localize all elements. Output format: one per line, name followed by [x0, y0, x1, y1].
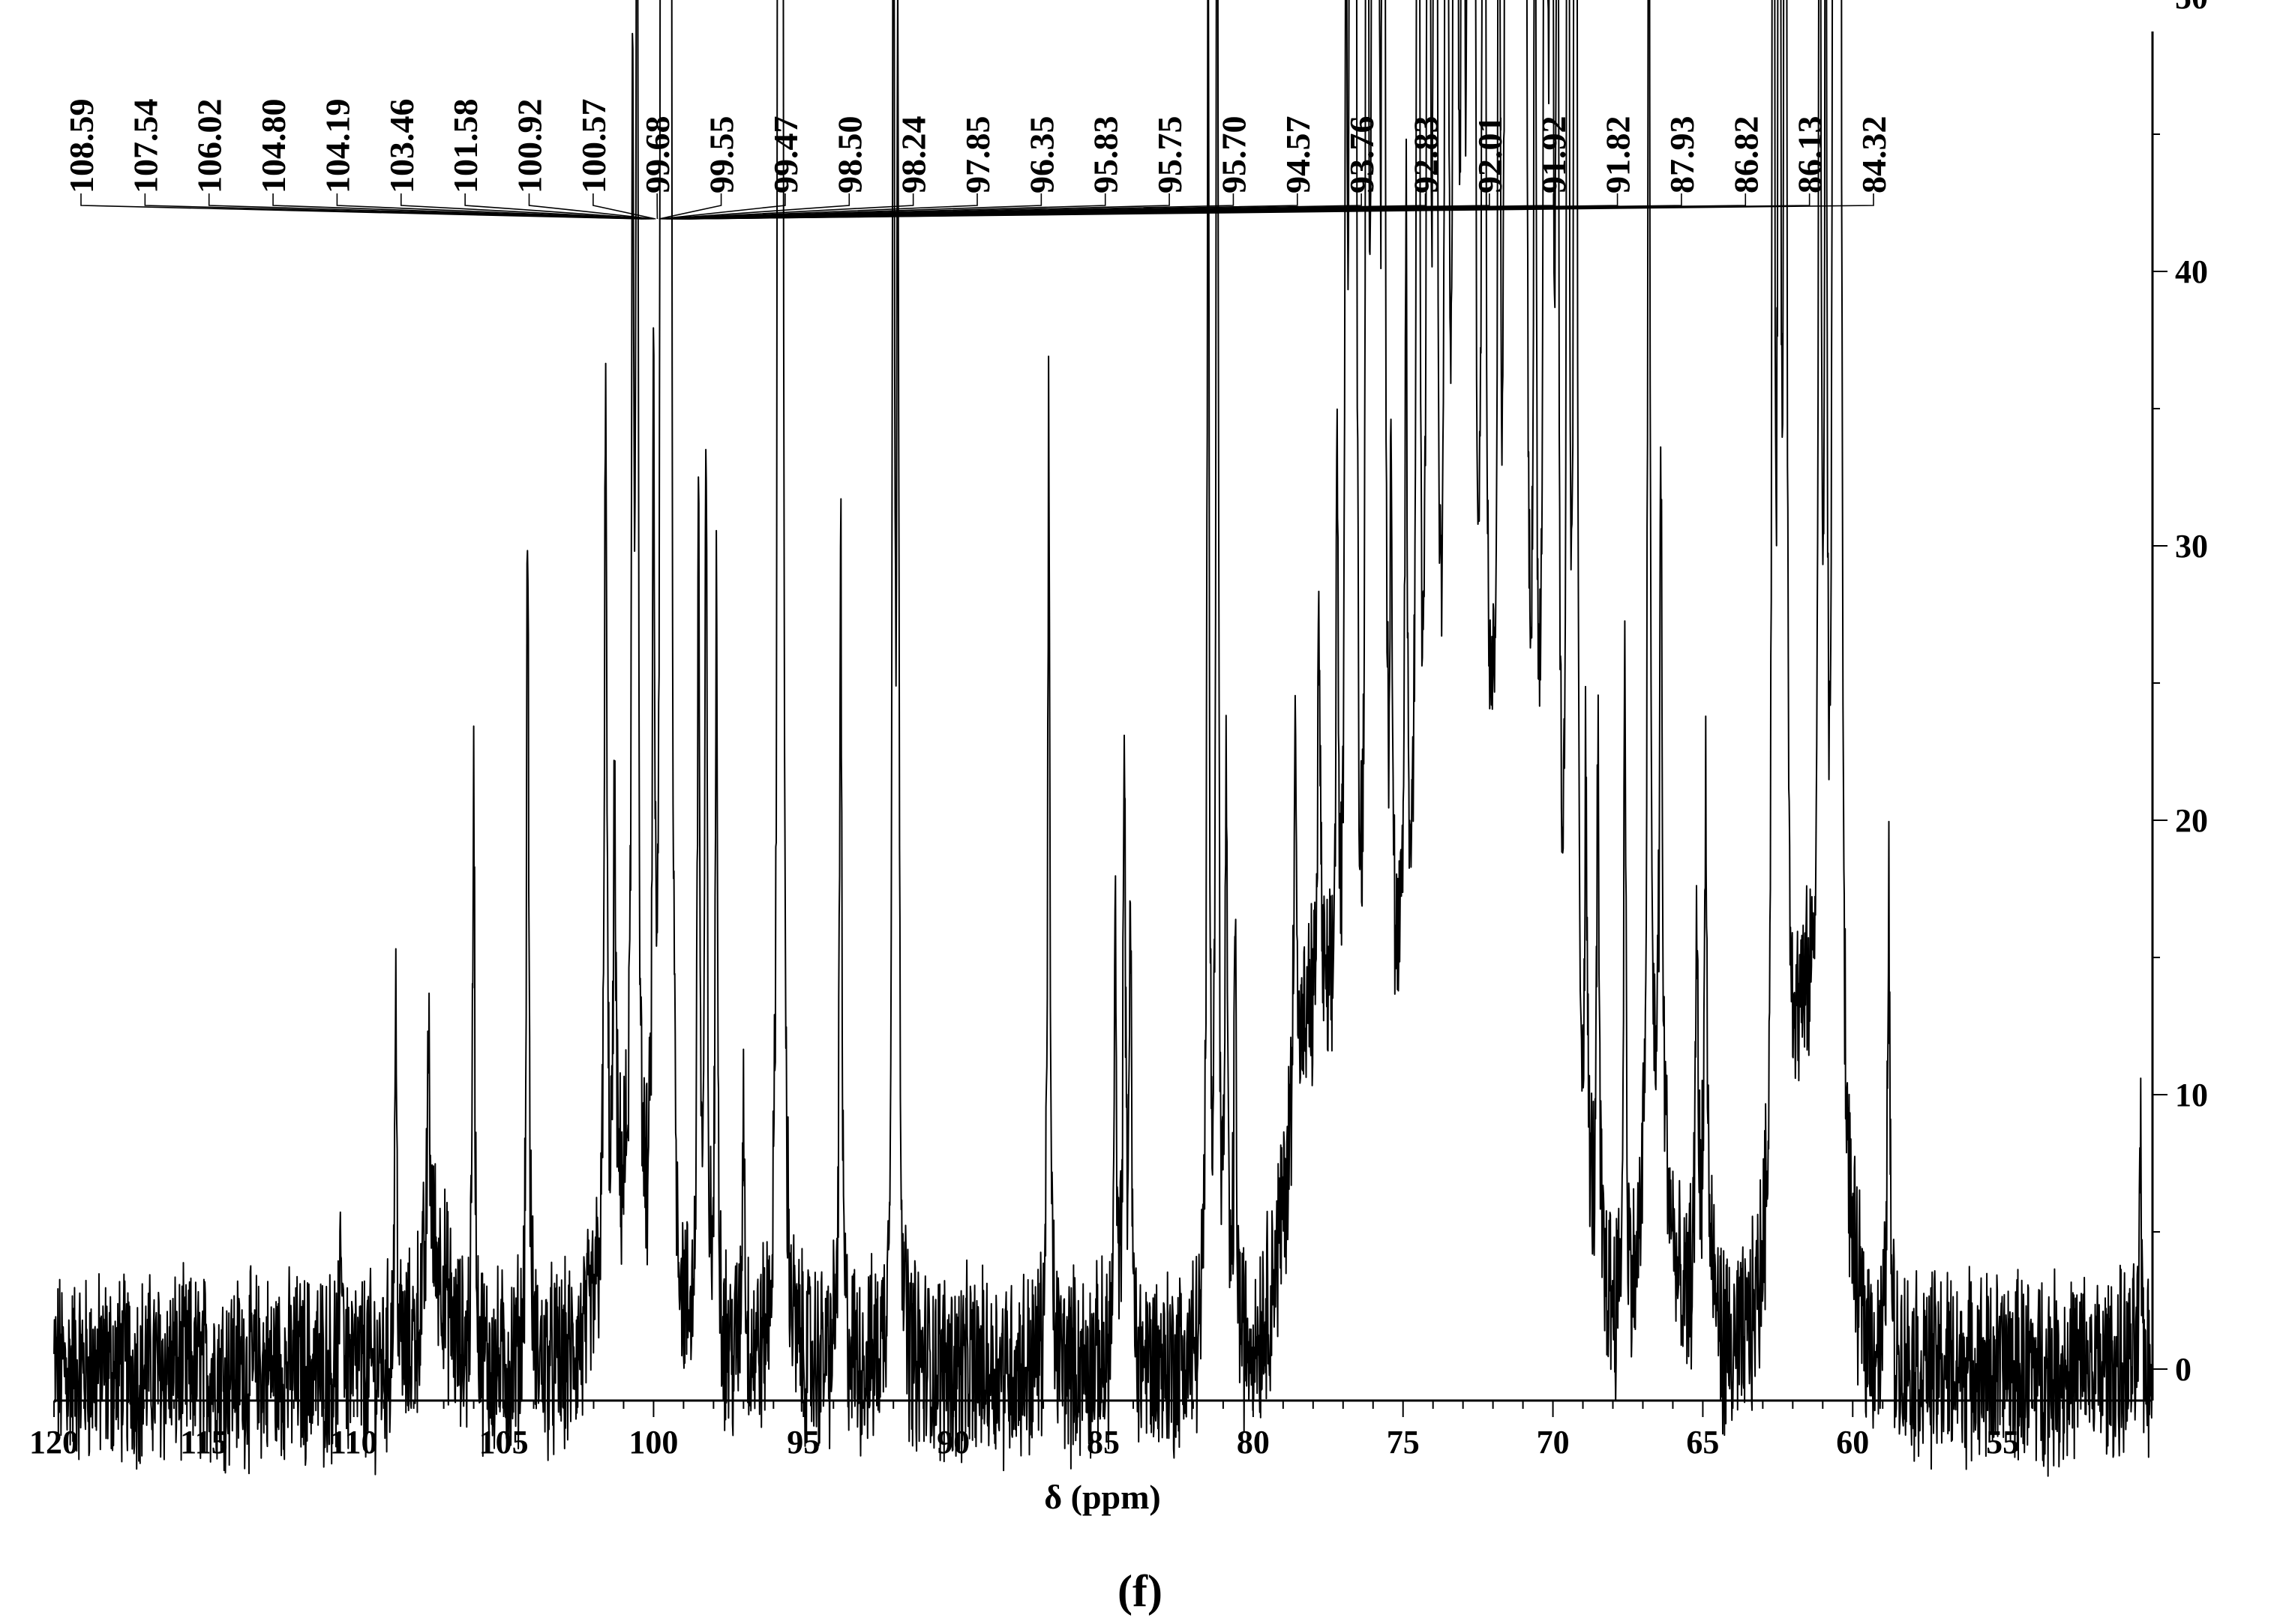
peak-label: 93.76	[1342, 116, 1381, 194]
peak-label: 106.02	[190, 99, 229, 194]
peak-label: 98.50	[830, 116, 868, 194]
figure-caption: (f)	[1118, 1566, 1162, 1616]
peak-label: 91.92	[1534, 116, 1573, 194]
peak-label: 95.83	[1087, 116, 1125, 194]
peak-label: 87.93	[1663, 116, 1701, 194]
y-tick-label: 20	[2175, 802, 2208, 839]
peak-label: 97.85	[958, 116, 997, 194]
peak-label: 108.59	[62, 99, 100, 194]
peak-label: 92.01	[1471, 116, 1509, 194]
peak-label: 99.68	[638, 116, 676, 194]
y-tick-label: 40	[2175, 253, 2208, 290]
x-tick-label: 110	[330, 1424, 378, 1461]
peak-label-connector	[208, 193, 646, 220]
x-tick-label: 115	[180, 1424, 228, 1461]
peak-label-connector	[144, 193, 644, 220]
peak-label-connector	[528, 193, 655, 220]
x-tick-label: 105	[479, 1424, 529, 1461]
x-tick-label: 55	[1986, 1424, 2019, 1461]
y-tick-label: 30	[2175, 528, 2208, 565]
x-tick-label: 120	[29, 1424, 79, 1461]
y-tick-label: 10	[2175, 1077, 2208, 1113]
peak-label: 101.58	[446, 99, 484, 194]
peak-label: 104.80	[254, 99, 292, 194]
peak-label-connector	[664, 193, 914, 220]
peak-label: 107.54	[126, 99, 164, 194]
peak-label-connector	[400, 193, 651, 220]
x-tick-label: 65	[1686, 1424, 1719, 1461]
peak-label-connector	[80, 193, 643, 220]
x-axis-title: δ (ppm)	[1044, 1478, 1161, 1516]
peak-label-connector	[272, 193, 648, 220]
x-axis: 120 115 110 105 100 95 90 85 80 75 70 65 60 55	[29, 1401, 2124, 1461]
peak-label: 103.46	[382, 99, 421, 194]
x-tick-label: 95	[787, 1424, 820, 1461]
peak-label-connector	[667, 193, 1042, 220]
x-tick-label: 75	[1387, 1424, 1420, 1461]
x-tick-label: 70	[1537, 1424, 1570, 1461]
x-tick-label: 80	[1237, 1424, 1270, 1461]
peak-label: 92.83	[1407, 116, 1445, 194]
peak-label: 100.57	[574, 99, 613, 194]
peak-label-connector	[592, 193, 656, 220]
spectrum-layer	[53, 0, 2153, 1477]
x-tick-label: 60	[1836, 1424, 1869, 1461]
peak-label-connector	[464, 193, 652, 220]
peak-label-connector	[336, 193, 650, 220]
peak-label: 91.82	[1599, 116, 1637, 194]
peak-label: 99.47	[766, 116, 805, 194]
peak-label: 84.32	[1855, 116, 1893, 194]
peak-label: 96.35	[1022, 116, 1060, 194]
peak-label: 94.57	[1279, 116, 1317, 194]
y-axis: 0102030405060708090100110120130140150160…	[2152, 0, 2208, 1388]
peak-label-connector	[665, 193, 978, 220]
peak-label: 95.70	[1214, 116, 1252, 194]
peak-label-connector	[658, 193, 722, 220]
peak-label: 100.92	[511, 99, 549, 194]
y-tick-label: 0	[2175, 1351, 2192, 1388]
peak-label: 99.55	[703, 116, 741, 194]
x-tick-label: 85	[1087, 1424, 1120, 1461]
peak-label: 86.13	[1791, 116, 1829, 194]
y-tick-label: 50	[2175, 0, 2208, 16]
peak-label: 95.75	[1150, 116, 1189, 194]
peak-label: 86.82	[1726, 116, 1765, 194]
peak-label: 104.19	[318, 98, 356, 193]
x-tick-label: 90	[937, 1424, 970, 1461]
peak-label-connector	[660, 193, 786, 220]
peak-label-connector	[688, 193, 1874, 220]
peak-label-connector	[662, 193, 850, 220]
spectrum-trace	[53, 0, 2153, 1477]
peak-label: 98.24	[895, 116, 933, 194]
peak-label-connector	[668, 193, 1106, 220]
peak-label-group: 108.59 107.54 106.02 104.80 104.19 103.46 101.…	[62, 98, 1893, 220]
x-tick-label: 100	[628, 1424, 678, 1461]
